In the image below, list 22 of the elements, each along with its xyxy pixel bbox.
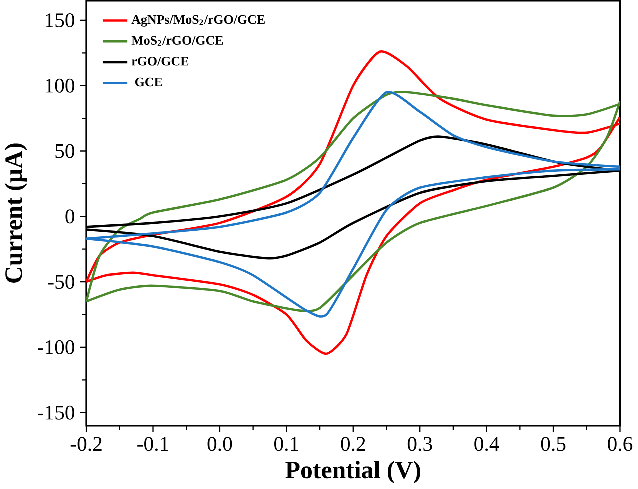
- y-tick-label: -50: [48, 275, 75, 290]
- x-tick-label: 0.1: [274, 437, 298, 452]
- x-tick-label: 0.2: [341, 437, 366, 452]
- x-tick-label: -0.2: [70, 437, 102, 452]
- y-tick-label: -100: [38, 340, 75, 355]
- legend-label: GCE: [135, 78, 162, 87]
- x-tick-label: -0.1: [138, 437, 168, 452]
- y-tick-label: 50: [56, 144, 75, 158]
- y-tick-label: 150: [46, 14, 75, 28]
- y-tick-label: -150: [38, 406, 75, 420]
- x-tick-label: 0.5: [541, 437, 566, 452]
- y-axis-title: Current (μA): [4, 144, 28, 284]
- x-tick-label: 0.0: [208, 437, 232, 452]
- legend-label: rGO/GCE: [132, 57, 189, 66]
- x-axis-title: Potential (V): [286, 461, 420, 484]
- y-tick-label: 100: [46, 79, 75, 94]
- y-tick-label: 0: [66, 210, 75, 224]
- legend-label: MoS$_{2}$/rGO/GCE: [132, 36, 224, 47]
- x-tick-label: 0.3: [408, 437, 432, 452]
- x-tick-label: 0.6: [608, 437, 633, 452]
- x-tick-label: 0.4: [474, 437, 500, 452]
- legend-label: AgNPs/MoS$_{2}$/rGO/GCE: [132, 16, 265, 28]
